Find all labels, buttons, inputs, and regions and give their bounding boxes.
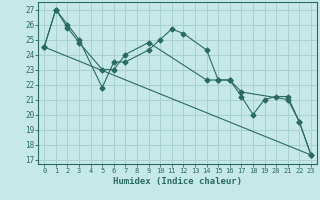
X-axis label: Humidex (Indice chaleur): Humidex (Indice chaleur)	[113, 177, 242, 186]
